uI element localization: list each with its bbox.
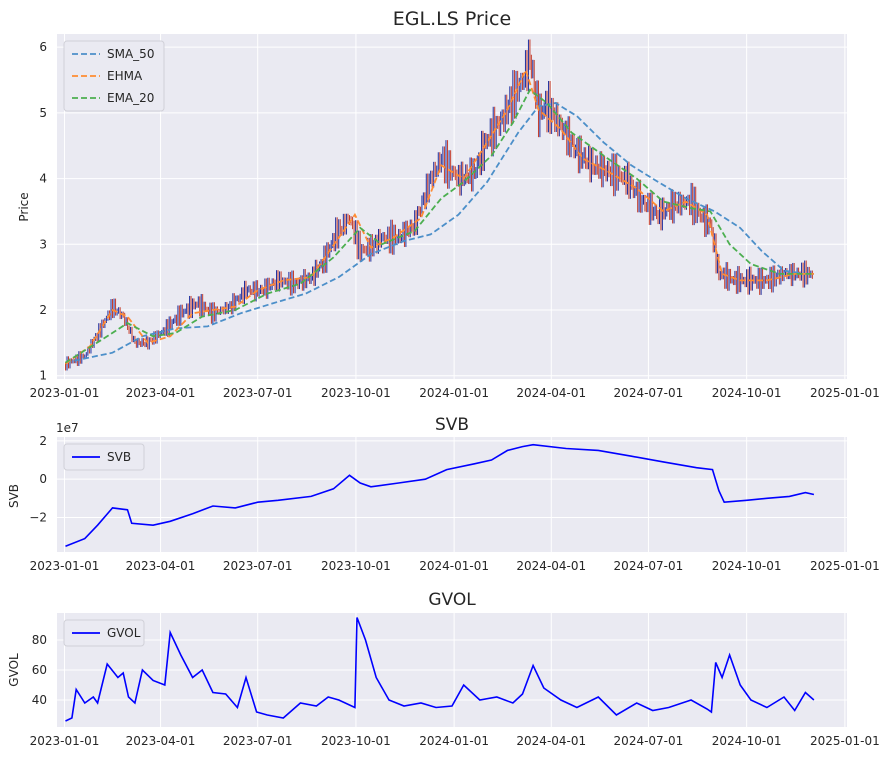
y-tick-label: 2: [39, 434, 47, 448]
x-tick-label: 2024-01-01: [419, 559, 489, 573]
x-tick-label: 2023-10-01: [321, 559, 391, 573]
y-tick-label: 0: [39, 472, 47, 486]
x-tick-label: 2025-01-01: [810, 559, 880, 573]
x-tick-label: 2024-04-01: [516, 559, 586, 573]
svb-y-axis-label: SVB: [7, 484, 21, 508]
legend-label: GVOL: [107, 626, 141, 640]
legend-label: EMA_20: [107, 91, 154, 105]
svb-chart-title: SVB: [435, 415, 469, 435]
svb-legend: SVB: [63, 443, 145, 471]
svb-lines: [65, 443, 815, 548]
y-tick-label: 1: [39, 369, 47, 383]
x-tick-label: 2024-04-01: [516, 386, 586, 400]
price-y-ticks: 1 2 3 4 5 6: [39, 40, 47, 383]
legend-label: SMA_50: [107, 47, 154, 61]
x-tick-label: 2024-10-01: [712, 386, 782, 400]
x-tick-label: 2024-04-01: [516, 734, 586, 748]
price-legend: SMA_50 EHMA EMA_20: [63, 40, 165, 112]
series-line-ema-20: [65, 88, 814, 364]
x-tick-label: 2023-07-01: [223, 559, 293, 573]
svb-panel: 2023-01-01 2023-04-01 2023-07-01 2023-10-01…: [7, 415, 880, 573]
x-tick-label: 2023-04-01: [126, 734, 196, 748]
series-line-svb: [65, 443, 815, 548]
gvol-lines: [65, 617, 815, 722]
svb-y-ticks: −2 0 2: [29, 434, 47, 525]
x-tick-label: 2024-07-01: [614, 559, 684, 573]
price-y-axis-label: Price: [17, 192, 31, 221]
x-tick-label: 2023-10-01: [321, 734, 391, 748]
y-tick-label: 5: [39, 106, 47, 120]
gvol-y-axis-label: GVOL: [7, 653, 21, 687]
x-tick-label: 2024-10-01: [712, 559, 782, 573]
gvol-panel: 2023-01-01 2023-04-01 2023-07-01 2023-10-01…: [7, 590, 880, 748]
gvol-y-ticks: 40 60 80: [32, 633, 47, 707]
legend-box: [63, 619, 145, 647]
x-tick-label: 2024-01-01: [419, 386, 489, 400]
svb-x-ticks: 2023-01-01 2023-04-01 2023-07-01 2023-10-01…: [30, 559, 880, 573]
x-tick-label: 2023-07-01: [223, 386, 293, 400]
y-tick-label: 40: [32, 693, 47, 707]
x-tick-label: 2025-01-01: [810, 734, 880, 748]
series-line-sma-50: [65, 102, 814, 364]
y-tick-label: 6: [39, 40, 47, 54]
gvol-chart-title: GVOL: [428, 590, 476, 610]
x-tick-label: 2023-07-01: [223, 734, 293, 748]
x-tick-label: 2023-01-01: [30, 734, 100, 748]
series-line-ehma: [64, 67, 814, 365]
y-tick-label: 3: [39, 237, 47, 251]
price-x-ticks: 2023-01-01 2023-04-01 2023-07-01 2023-10-01…: [30, 386, 880, 400]
legend-box: [63, 443, 145, 471]
x-tick-label: 2023-04-01: [126, 386, 196, 400]
price-plot-background: [57, 34, 847, 379]
y-tick-label: −2: [29, 511, 47, 525]
x-tick-label: 2023-10-01: [321, 386, 391, 400]
x-tick-label: 2023-04-01: [126, 559, 196, 573]
series-line-gvol: [65, 617, 815, 722]
legend-box: [63, 40, 165, 112]
gvol-x-ticks: 2023-01-01 2023-04-01 2023-07-01 2023-10-01…: [30, 734, 880, 748]
svb-y-offset-label: 1e7: [56, 421, 79, 435]
y-tick-label: 80: [32, 633, 47, 647]
price-chart-title: EGL.LS Price: [393, 8, 511, 30]
y-tick-label: 2: [39, 303, 47, 317]
svb-plot-background: [57, 437, 847, 552]
legend-label: SVB: [107, 450, 131, 464]
x-tick-label: 2025-01-01: [810, 386, 880, 400]
x-tick-label: 2024-01-01: [419, 734, 489, 748]
x-tick-label: 2024-10-01: [712, 734, 782, 748]
price-panel: 2023-01-01 2023-04-01 2023-07-01 2023-10-01…: [17, 8, 880, 400]
x-tick-label: 2023-01-01: [30, 559, 100, 573]
x-tick-label: 2024-07-01: [614, 386, 684, 400]
y-tick-label: 4: [39, 172, 47, 186]
x-tick-label: 2023-01-01: [30, 386, 100, 400]
legend-label: EHMA: [107, 69, 143, 83]
y-tick-label: 60: [32, 663, 47, 677]
price-lines: [64, 67, 814, 365]
gvol-legend: GVOL: [63, 619, 145, 647]
x-tick-label: 2024-07-01: [614, 734, 684, 748]
